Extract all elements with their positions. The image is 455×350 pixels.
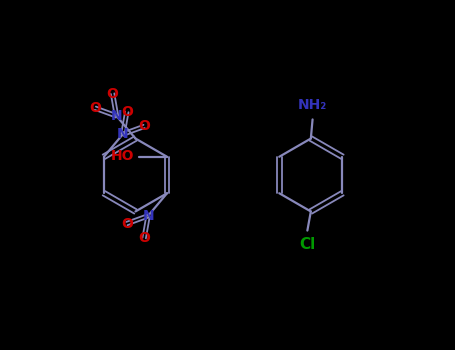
Text: N: N xyxy=(111,109,122,123)
Text: O: O xyxy=(138,119,150,133)
Text: O: O xyxy=(138,231,150,245)
Text: O: O xyxy=(89,101,101,115)
Text: O: O xyxy=(106,87,119,101)
Text: Cl: Cl xyxy=(299,237,315,252)
Text: O: O xyxy=(121,105,133,119)
Text: N: N xyxy=(142,209,154,223)
Text: O: O xyxy=(121,217,133,231)
Text: HO: HO xyxy=(111,149,134,163)
Text: N: N xyxy=(117,127,129,141)
Text: NH₂: NH₂ xyxy=(298,98,327,112)
